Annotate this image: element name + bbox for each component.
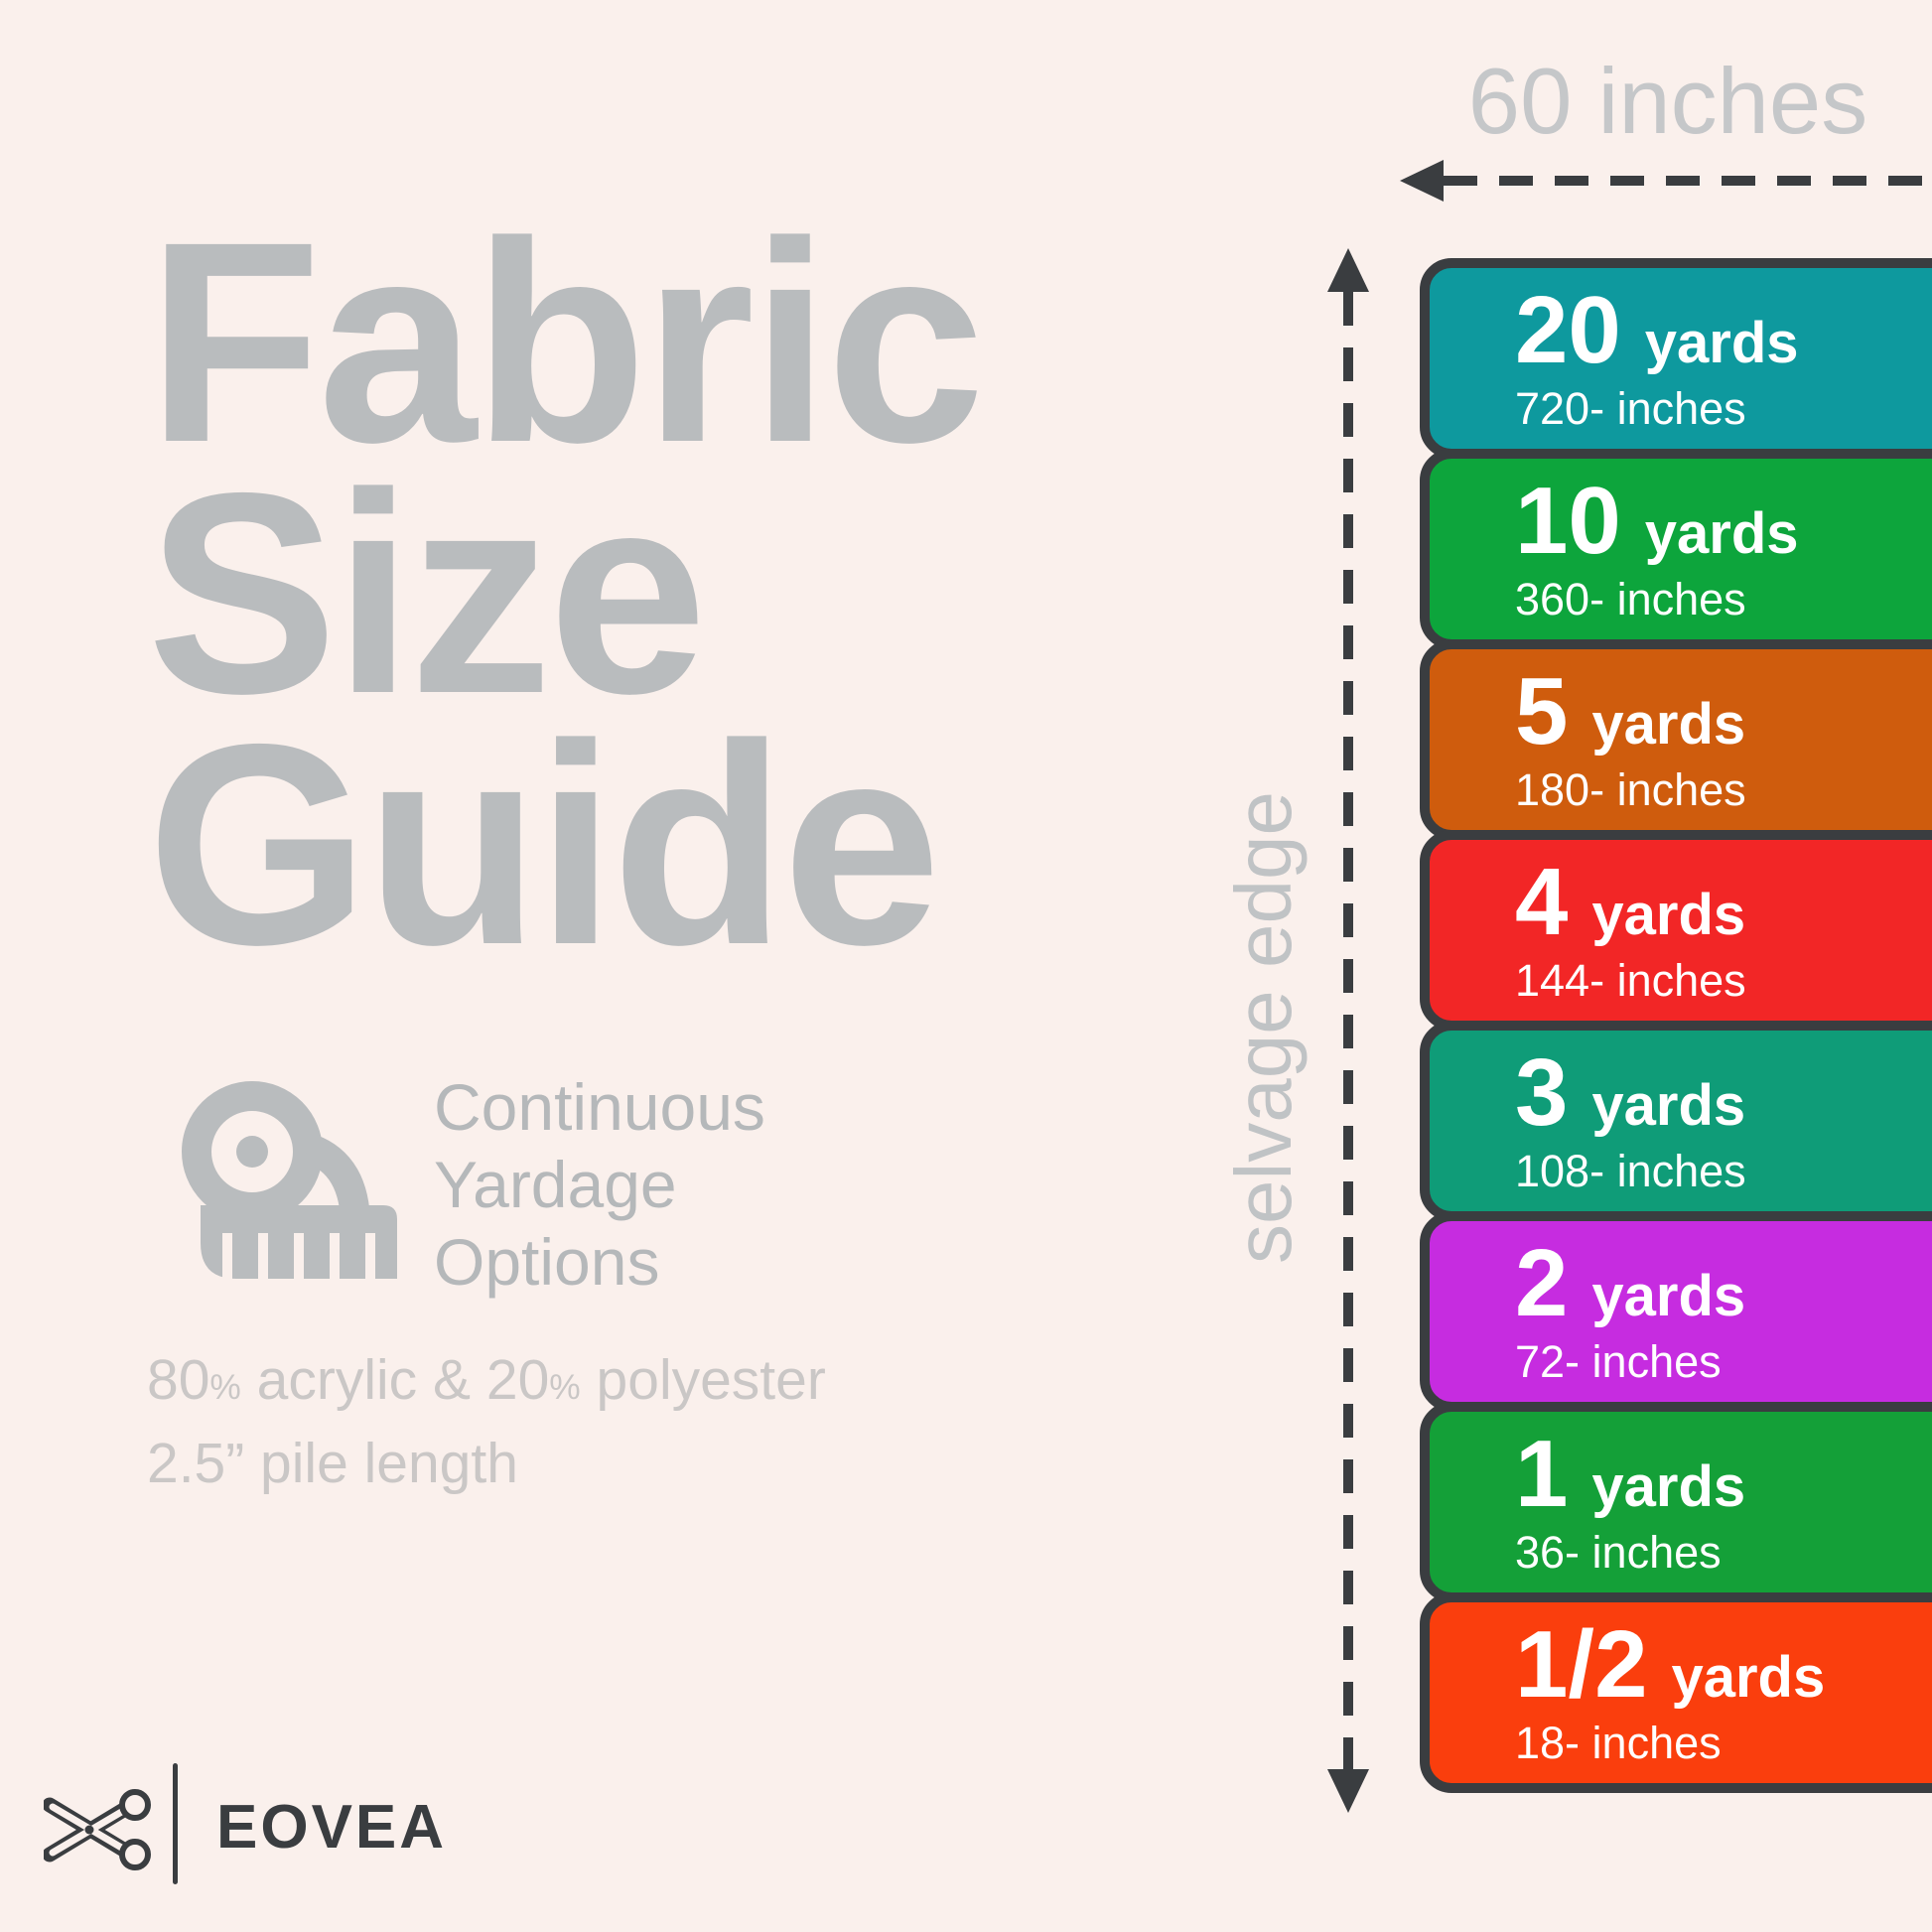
page-title: Fabric Size Guide [147,183,985,1005]
bar-unit: yards [1591,1073,1746,1139]
bar: 5 yards 180- inches [1420,639,1932,840]
bar-inches: 36- inches [1515,1527,1722,1579]
bar-unit: yards [1671,1645,1826,1711]
bar-label: 4 yards [1515,855,1932,950]
bar: 3 yards 108- inches [1420,1021,1932,1221]
bar-inches: 180- inches [1515,764,1746,816]
bar-label: 20 yards [1515,283,1932,378]
bar-amount: 4 [1515,849,1569,956]
bar-label: 2 yards [1515,1236,1932,1331]
materials-text: 80% acrylic & 20% polyester 2.5” pile le… [147,1342,826,1501]
brand-divider [173,1763,178,1884]
bar-unit: yards [1591,692,1746,758]
bar-inches: 144- inches [1515,955,1746,1007]
bar: 2 yards 72- inches [1420,1211,1932,1412]
page-title-line-1: Fabric [147,183,985,502]
bar: 1 yards 36- inches [1420,1402,1932,1602]
feature-heading-line-1: Continuous [434,1070,765,1144]
bar-inches: 18- inches [1515,1718,1722,1769]
selvage-edge-arrow [1327,248,1369,1813]
feature-heading: Continuous Yardage Options [434,1068,765,1301]
page-title-line-2: Size [147,434,707,754]
bar-amount: 3 [1515,1039,1569,1147]
bar-amount: 1 [1515,1421,1569,1528]
bar-amount: 5 [1515,658,1569,765]
bar-amount: 10 [1515,468,1621,575]
pile-length-line: 2.5” pile length [147,1432,518,1495]
bar-label: 1/2 yards [1515,1617,1932,1713]
bar-unit: yards [1591,1264,1746,1329]
bar-unit: yards [1644,501,1799,567]
bar: 10 yards 360- inches [1420,449,1932,649]
bar: 1/2 yards 18- inches [1420,1592,1932,1793]
bar-inches: 720- inches [1515,383,1746,435]
feature-heading-line-3: Options [434,1225,660,1299]
brand-name: EOVEA [216,1793,448,1862]
bar-amount: 2 [1515,1230,1569,1337]
measuring-tape-icon [182,1081,397,1279]
bar-unit: yards [1591,1454,1746,1520]
bar-inches: 360- inches [1515,574,1746,625]
page-title-line-3: Guide [147,685,941,1005]
bar: 4 yards 144- inches [1420,830,1932,1031]
bar-unit: yards [1644,311,1799,376]
bar-label: 3 yards [1515,1045,1932,1141]
width-arrow [1400,160,1932,202]
bar-inches: 72- inches [1515,1336,1722,1388]
bar-label: 1 yards [1515,1427,1932,1522]
scissors-icon [44,1789,151,1870]
bar-label: 5 yards [1515,664,1932,759]
width-label: 60 inches [1467,49,1868,153]
bar: 20 yards 720- inches [1420,258,1932,459]
feature-heading-line-2: Yardage [434,1148,677,1221]
bar-label: 10 yards [1515,474,1932,569]
materials-line: 80% acrylic & 20% polyester [147,1348,826,1412]
bar-amount: 1/2 [1515,1611,1648,1719]
bar-unit: yards [1591,883,1746,948]
fabric-bars: 20 yards 720- inches 10 yards 360- inches … [1420,258,1932,1793]
selvage-edge-label: selvage edge [1219,791,1308,1264]
bar-inches: 108- inches [1515,1146,1746,1197]
bar-amount: 20 [1515,277,1621,384]
